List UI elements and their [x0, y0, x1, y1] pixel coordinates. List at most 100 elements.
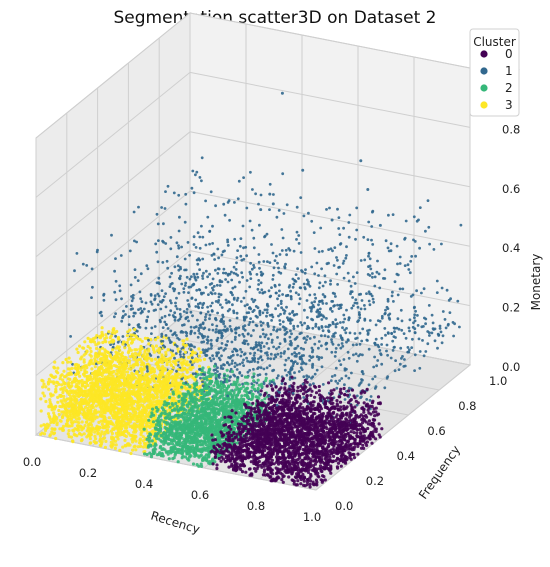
cluster-1-point: [352, 304, 355, 307]
cluster-3-point: [54, 384, 58, 388]
cluster-1-point: [270, 286, 273, 289]
cluster-3-point: [119, 426, 123, 430]
cluster-1-point: [102, 298, 106, 302]
cluster-1-point: [361, 353, 364, 357]
cluster-1-point: [231, 303, 234, 307]
cluster-3-point: [42, 432, 47, 436]
cluster-3-point: [69, 360, 73, 364]
cluster-1-point: [355, 343, 358, 346]
cluster-1-point: [194, 173, 197, 177]
cluster-3-point: [202, 357, 207, 361]
cluster-1-point: [214, 204, 218, 208]
cluster-1-point: [416, 314, 419, 317]
cluster-3-point: [65, 410, 69, 414]
cluster-3-point: [69, 413, 73, 417]
cluster-3-point: [80, 365, 84, 370]
cluster-1-point: [292, 282, 296, 286]
cluster-1-point: [224, 298, 228, 302]
cluster-3-point: [115, 401, 119, 405]
cluster-1-point: [331, 249, 334, 253]
cluster-1-point: [368, 303, 372, 307]
cluster-1-point: [234, 335, 237, 339]
cluster-3-point: [100, 330, 104, 334]
cluster-1-point: [184, 317, 188, 321]
cluster-3-point: [114, 406, 118, 410]
cluster-1-point: [233, 201, 236, 204]
cluster-1-point: [166, 184, 170, 188]
cluster-3-point: [183, 350, 187, 354]
cluster-1-point: [273, 283, 277, 287]
cluster-1-point: [213, 258, 217, 261]
cluster-1-point: [275, 347, 278, 351]
cluster-1-point: [158, 282, 161, 285]
cluster-1-point: [233, 374, 237, 378]
cluster-3-point: [132, 430, 136, 434]
cluster-1-point: [347, 356, 351, 360]
cluster-3-point: [109, 373, 113, 377]
cluster-3-point: [161, 395, 165, 399]
cluster-1-point: [413, 331, 417, 335]
cluster-1-point: [339, 363, 343, 366]
cluster-3-point: [106, 366, 110, 371]
cluster-3-point: [94, 346, 99, 351]
cluster-1-point: [160, 289, 164, 292]
cluster-3-point: [41, 391, 45, 395]
cluster-1-point: [271, 278, 275, 281]
cluster-3-point: [152, 400, 156, 404]
cluster-1-point: [343, 317, 347, 321]
cluster-1-point: [373, 284, 377, 288]
cluster-1-point: [376, 343, 380, 347]
cluster-3-point: [153, 357, 158, 361]
cluster-1-point: [209, 347, 213, 350]
cluster-1-point: [281, 236, 285, 240]
cluster-3-point: [143, 375, 148, 379]
cluster-3-point: [82, 353, 86, 357]
cluster-1-point: [293, 313, 297, 317]
cluster-1-point: [81, 262, 85, 266]
cluster-1-point: [365, 338, 369, 342]
cluster-1-point: [195, 170, 199, 174]
cluster-1-point: [299, 196, 303, 200]
cluster-1-point: [435, 291, 439, 294]
cluster-3-point: [62, 397, 66, 402]
cluster-1-point: [374, 385, 378, 389]
cluster-2-point: [225, 368, 229, 372]
cluster-1-point: [160, 332, 164, 336]
cluster-1-point: [346, 350, 350, 354]
cluster-3-point: [166, 379, 170, 383]
cluster-1-point: [334, 323, 338, 326]
cluster-1-point: [259, 324, 263, 327]
cluster-1-point: [217, 256, 221, 260]
cluster-3-point: [191, 376, 195, 380]
cluster-3-point: [134, 448, 138, 452]
cluster-3-point: [63, 375, 67, 379]
cluster-1-point: [113, 269, 116, 273]
cluster-1-point: [203, 318, 207, 322]
cluster-3-point: [193, 351, 197, 355]
cluster-1-point: [231, 293, 234, 297]
cluster-1-point: [192, 235, 196, 239]
cluster-1-point: [208, 229, 212, 233]
cluster-3-point: [173, 387, 177, 391]
cluster-1-point: [355, 394, 359, 398]
cluster-1-point: [149, 354, 153, 357]
cluster-1-point: [404, 219, 408, 223]
cluster-2-point: [208, 367, 212, 371]
cluster-1-point: [422, 287, 426, 291]
cluster-1-point: [310, 346, 314, 350]
cluster-1-point: [200, 156, 204, 160]
cluster-3-point: [137, 352, 141, 357]
cluster-3-point: [96, 382, 100, 386]
cluster-1-point: [438, 327, 442, 330]
cluster-1-point: [342, 313, 346, 317]
cluster-1-point: [297, 277, 300, 280]
cluster-3-point: [142, 353, 146, 357]
cluster-1-point: [458, 325, 461, 329]
cluster-1-point: [204, 199, 208, 203]
cluster-3-point: [109, 389, 113, 393]
cluster-1-point: [168, 275, 172, 279]
cluster-1-point: [400, 319, 404, 323]
cluster-3-point: [78, 424, 82, 428]
cluster-3-point: [144, 411, 148, 415]
cluster-3-point: [42, 394, 47, 398]
